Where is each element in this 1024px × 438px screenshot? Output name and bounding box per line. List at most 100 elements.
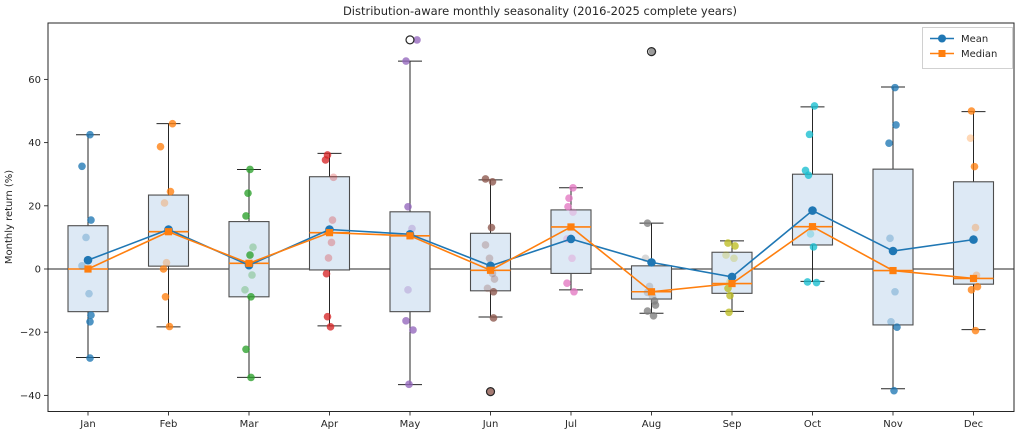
box-group-nov bbox=[872, 86, 914, 390]
scatter-point bbox=[812, 278, 821, 287]
mean-marker bbox=[83, 255, 93, 265]
scatter-point bbox=[481, 175, 490, 183]
legend-item-median: Median bbox=[930, 49, 997, 60]
scatter-jan bbox=[78, 130, 95, 362]
scatter-point bbox=[402, 57, 410, 65]
scatter-point bbox=[326, 323, 335, 331]
scatter-point bbox=[78, 162, 86, 171]
scatter-point bbox=[890, 386, 898, 395]
scatter-point bbox=[246, 251, 254, 259]
scatter-point bbox=[892, 121, 900, 129]
scatter-point bbox=[248, 271, 256, 279]
scatter-point bbox=[168, 119, 177, 128]
mean-line bbox=[87, 209, 974, 278]
scatter-point bbox=[569, 183, 577, 192]
x-tick-label: Aug bbox=[642, 419, 662, 430]
scatter-point bbox=[86, 354, 94, 362]
x-tick-label: Feb bbox=[160, 419, 178, 430]
scatter-point bbox=[971, 326, 980, 335]
x-tick-label: Jan bbox=[79, 419, 95, 430]
scatter-point bbox=[327, 238, 336, 247]
scatter-point bbox=[329, 173, 338, 182]
scatter-point bbox=[649, 311, 658, 320]
box-group-dec bbox=[952, 111, 995, 331]
outlier-flier bbox=[405, 35, 415, 45]
scatter-point bbox=[404, 286, 412, 294]
scatter-point bbox=[86, 130, 94, 139]
median-marker bbox=[567, 223, 575, 231]
scatter-point bbox=[724, 239, 732, 247]
y-tick-label: 60 bbox=[28, 75, 41, 86]
y-tick-label: 20 bbox=[28, 201, 41, 212]
y-axis-label: Monthly return (%) bbox=[4, 170, 15, 264]
scatter-point bbox=[643, 219, 652, 227]
scatter-point bbox=[87, 216, 95, 224]
outlier-flier bbox=[646, 46, 657, 57]
scatter-point bbox=[244, 189, 252, 197]
x-tick-label: May bbox=[400, 419, 421, 430]
scatter-point bbox=[483, 284, 492, 293]
scatter-point bbox=[160, 199, 169, 207]
scatter-point bbox=[489, 287, 498, 296]
scatter-jul bbox=[563, 183, 578, 296]
scatter-mar bbox=[241, 165, 257, 382]
scatter-point bbox=[321, 156, 330, 164]
scatter-point bbox=[490, 275, 499, 283]
scatter-point bbox=[722, 251, 730, 259]
chart-title: Distribution-aware monthly seasonality (… bbox=[343, 4, 737, 18]
box-group-jul bbox=[550, 187, 592, 291]
median-marker bbox=[164, 228, 173, 236]
scatter-point bbox=[322, 269, 331, 278]
mean-marker bbox=[808, 206, 817, 215]
median-marker bbox=[889, 266, 897, 275]
scatter-point bbox=[413, 36, 421, 44]
scatter-point bbox=[241, 286, 249, 294]
scatter-point bbox=[966, 134, 975, 142]
box-group-aug bbox=[630, 222, 673, 314]
scatter-point bbox=[803, 278, 812, 286]
scatter-point bbox=[247, 293, 255, 301]
scatter-point bbox=[246, 165, 254, 174]
y-tick-label: −40 bbox=[20, 391, 41, 402]
scatter-point bbox=[809, 243, 818, 251]
median-series-line bbox=[87, 225, 974, 293]
scatter-point bbox=[328, 216, 337, 224]
scatter-point bbox=[570, 287, 578, 296]
scatter-point bbox=[651, 301, 660, 309]
scatter-point bbox=[249, 243, 257, 251]
scatter-point bbox=[488, 177, 497, 186]
legend-item-mean: Mean bbox=[930, 34, 988, 45]
scatter-point bbox=[78, 262, 86, 270]
scatter-point bbox=[85, 289, 93, 298]
x-tick-label: Dec bbox=[964, 419, 983, 430]
median-marker bbox=[647, 288, 656, 296]
scatter-point bbox=[891, 83, 899, 92]
scatter-point bbox=[405, 380, 413, 389]
scatter-point bbox=[242, 212, 250, 220]
x-tick-label: Apr bbox=[321, 419, 339, 430]
x-tick-label: Oct bbox=[804, 419, 821, 430]
scatter-point bbox=[565, 194, 573, 203]
scatter-point bbox=[973, 282, 982, 291]
scatter-point bbox=[489, 314, 498, 322]
scatter-point bbox=[486, 387, 495, 396]
scatter-point bbox=[887, 317, 895, 326]
scatter-point bbox=[885, 139, 893, 148]
scatter-point bbox=[726, 291, 734, 300]
plot-area: −40 −20 0 20 40 60 Jan Feb Mar Apr May Jun Jul Aug Sep… bbox=[20, 22, 1015, 430]
scatter-point bbox=[648, 47, 657, 56]
scatter-point bbox=[404, 202, 412, 211]
median-marker bbox=[245, 259, 253, 267]
scatter-point bbox=[970, 162, 979, 171]
scatter-oct bbox=[801, 102, 821, 287]
scatter-point bbox=[725, 308, 733, 317]
scatter-point bbox=[730, 254, 738, 263]
scatter-point bbox=[247, 373, 255, 382]
legend: Mean Median bbox=[922, 27, 1013, 69]
scatter-sep bbox=[722, 239, 739, 317]
iqr-box bbox=[952, 181, 995, 285]
scatter-point bbox=[643, 307, 652, 315]
scatter-point bbox=[805, 130, 814, 139]
scatter-point bbox=[568, 254, 576, 263]
scatter-apr bbox=[321, 151, 338, 331]
